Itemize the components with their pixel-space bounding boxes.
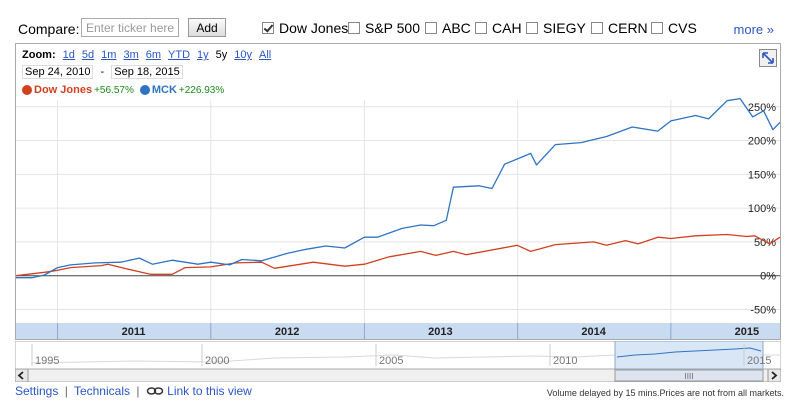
navigator-year-label: 2000: [205, 355, 229, 367]
scroll-left-button[interactable]: [14, 368, 29, 383]
technicals-link[interactable]: Technicals: [73, 384, 130, 398]
mck-legend-name: MCK: [151, 84, 177, 96]
date-range: Sep 24, 2010 - Sep 18, 2015: [22, 65, 183, 79]
compare-checkbox[interactable]: [651, 22, 663, 34]
dow-jones-legend-change: +56.57%: [94, 84, 134, 96]
y-tick-label: -50%: [750, 304, 776, 316]
year-label: 2012: [275, 326, 299, 338]
year-label: 2011: [122, 326, 146, 338]
compare-checkbox[interactable]: [262, 22, 274, 34]
expand-chart-button[interactable]: [759, 49, 777, 67]
settings-link[interactable]: Settings: [15, 384, 59, 398]
delay-note: Volume delayed by 15 mins.Prices are not…: [546, 388, 784, 398]
year-label: 2015: [735, 326, 759, 338]
y-tick-label: 250%: [748, 102, 776, 114]
range-end: Sep 18, 2015: [111, 65, 183, 79]
expand-icon: [762, 52, 774, 64]
y-tick-label: 150%: [748, 169, 776, 181]
scroll-right-button[interactable]: [767, 368, 782, 383]
compare-checkbox[interactable]: [526, 22, 538, 34]
compare-item[interactable]: CERN: [591, 20, 648, 36]
compare-item[interactable]: CAH: [475, 20, 522, 36]
navigator-year-label: 1995: [35, 355, 59, 367]
series-line-dow-jones: [16, 233, 780, 277]
compare-checkbox[interactable]: [425, 22, 437, 34]
zoom-option-5d[interactable]: 5d: [81, 49, 95, 61]
compare-item-label: CVS: [668, 20, 697, 36]
dow-jones-legend-dot: [22, 85, 32, 95]
chevron-right-icon: [771, 371, 778, 380]
y-tick-label: 200%: [748, 136, 776, 148]
series-line-mck: [16, 97, 780, 279]
zoom-option-1y[interactable]: 1y: [197, 49, 209, 61]
zoom-option-3m[interactable]: 3m: [123, 49, 139, 61]
zoom-selector: Zoom: 1d 5d 1m 3m 6m YTD 1y 5y 10y All: [22, 49, 278, 61]
footer-separator: |: [136, 384, 140, 398]
zoom-option-6m[interactable]: 6m: [145, 49, 162, 61]
compare-label: Compare:: [18, 21, 80, 37]
navigator-selected-line: [616, 347, 762, 358]
range-navigator[interactable]: 1995 2000 2005 2010 2015: [15, 341, 781, 369]
compare-item-label: CERN: [608, 20, 648, 36]
ticker-input[interactable]: [81, 18, 179, 37]
more-link[interactable]: more »: [733, 22, 774, 37]
chevron-left-icon: [17, 371, 24, 380]
mck-legend-dot: [139, 85, 150, 95]
zoom-option-10y[interactable]: 10y: [234, 49, 253, 61]
compare-bar: Compare: Add Dow Jones S&P 500 ABC CAH SIEGY…: [0, 14, 792, 44]
compare-checkbox[interactable]: [591, 22, 603, 34]
mck-legend-change: +226.93%: [178, 84, 225, 96]
link-icon: [146, 385, 164, 399]
zoom-label: Zoom:: [22, 49, 56, 61]
year-label: 2014: [581, 326, 606, 338]
navigator-year-label: 2015: [747, 355, 771, 367]
compare-item-label: Dow Jones: [279, 20, 349, 36]
scroll-thumb[interactable]: [614, 369, 764, 382]
compare-checkbox[interactable]: [475, 22, 487, 34]
compare-item[interactable]: Dow Jones: [262, 20, 348, 36]
compare-item-label: S&P 500: [365, 20, 421, 36]
compare-checkbox[interactable]: [348, 22, 360, 34]
compare-item[interactable]: SIEGY: [526, 20, 586, 36]
add-button[interactable]: Add: [188, 18, 226, 37]
y-tick-label: 100%: [748, 203, 776, 215]
year-axis-band: [16, 323, 780, 339]
zoom-option-all[interactable]: All: [259, 49, 272, 61]
zoom-option-5y[interactable]: 5y: [215, 49, 228, 61]
year-label: 2013: [428, 326, 452, 338]
chart-panel: -50% 0% 50% 100% 150% 200% 250% 2011 2012 2013 201…: [15, 43, 781, 340]
y-tick-label: 50%: [754, 237, 776, 249]
dow-jones-legend-name: Dow Jones: [34, 84, 93, 96]
navigator-year-label: 2010: [553, 355, 577, 367]
navigator-year-label: 2005: [379, 355, 403, 367]
zoom-option-ytd[interactable]: YTD: [168, 49, 191, 61]
zoom-option-1d[interactable]: 1d: [62, 49, 75, 61]
chart-legend: Dow Jones +56.57% MCK +226.93%: [22, 84, 224, 96]
range-start: Sep 24, 2010: [22, 65, 94, 79]
y-tick-label: 0%: [760, 271, 776, 283]
price-chart[interactable]: -50% 0% 50% 100% 150% 200% 250% 2011 2012 2013 201…: [16, 44, 780, 339]
compare-item[interactable]: ABC: [425, 20, 471, 36]
navigator-scrollbar[interactable]: IIII: [14, 368, 782, 383]
zoom-option-1m[interactable]: 1m: [101, 49, 117, 61]
footer-links: Settings | Technicals | Link to this vie…: [15, 384, 252, 399]
compare-item-label: ABC: [442, 20, 471, 36]
compare-item-label: CAH: [492, 20, 522, 36]
link-to-view[interactable]: Link to this view: [167, 384, 252, 398]
compare-item[interactable]: CVS: [651, 20, 697, 36]
scroll-thumb-grip: IIII: [685, 372, 694, 381]
range-separator: -: [100, 66, 105, 78]
compare-item[interactable]: S&P 500: [348, 20, 420, 36]
compare-item-label: SIEGY: [543, 20, 586, 36]
footer-separator: |: [64, 384, 68, 398]
